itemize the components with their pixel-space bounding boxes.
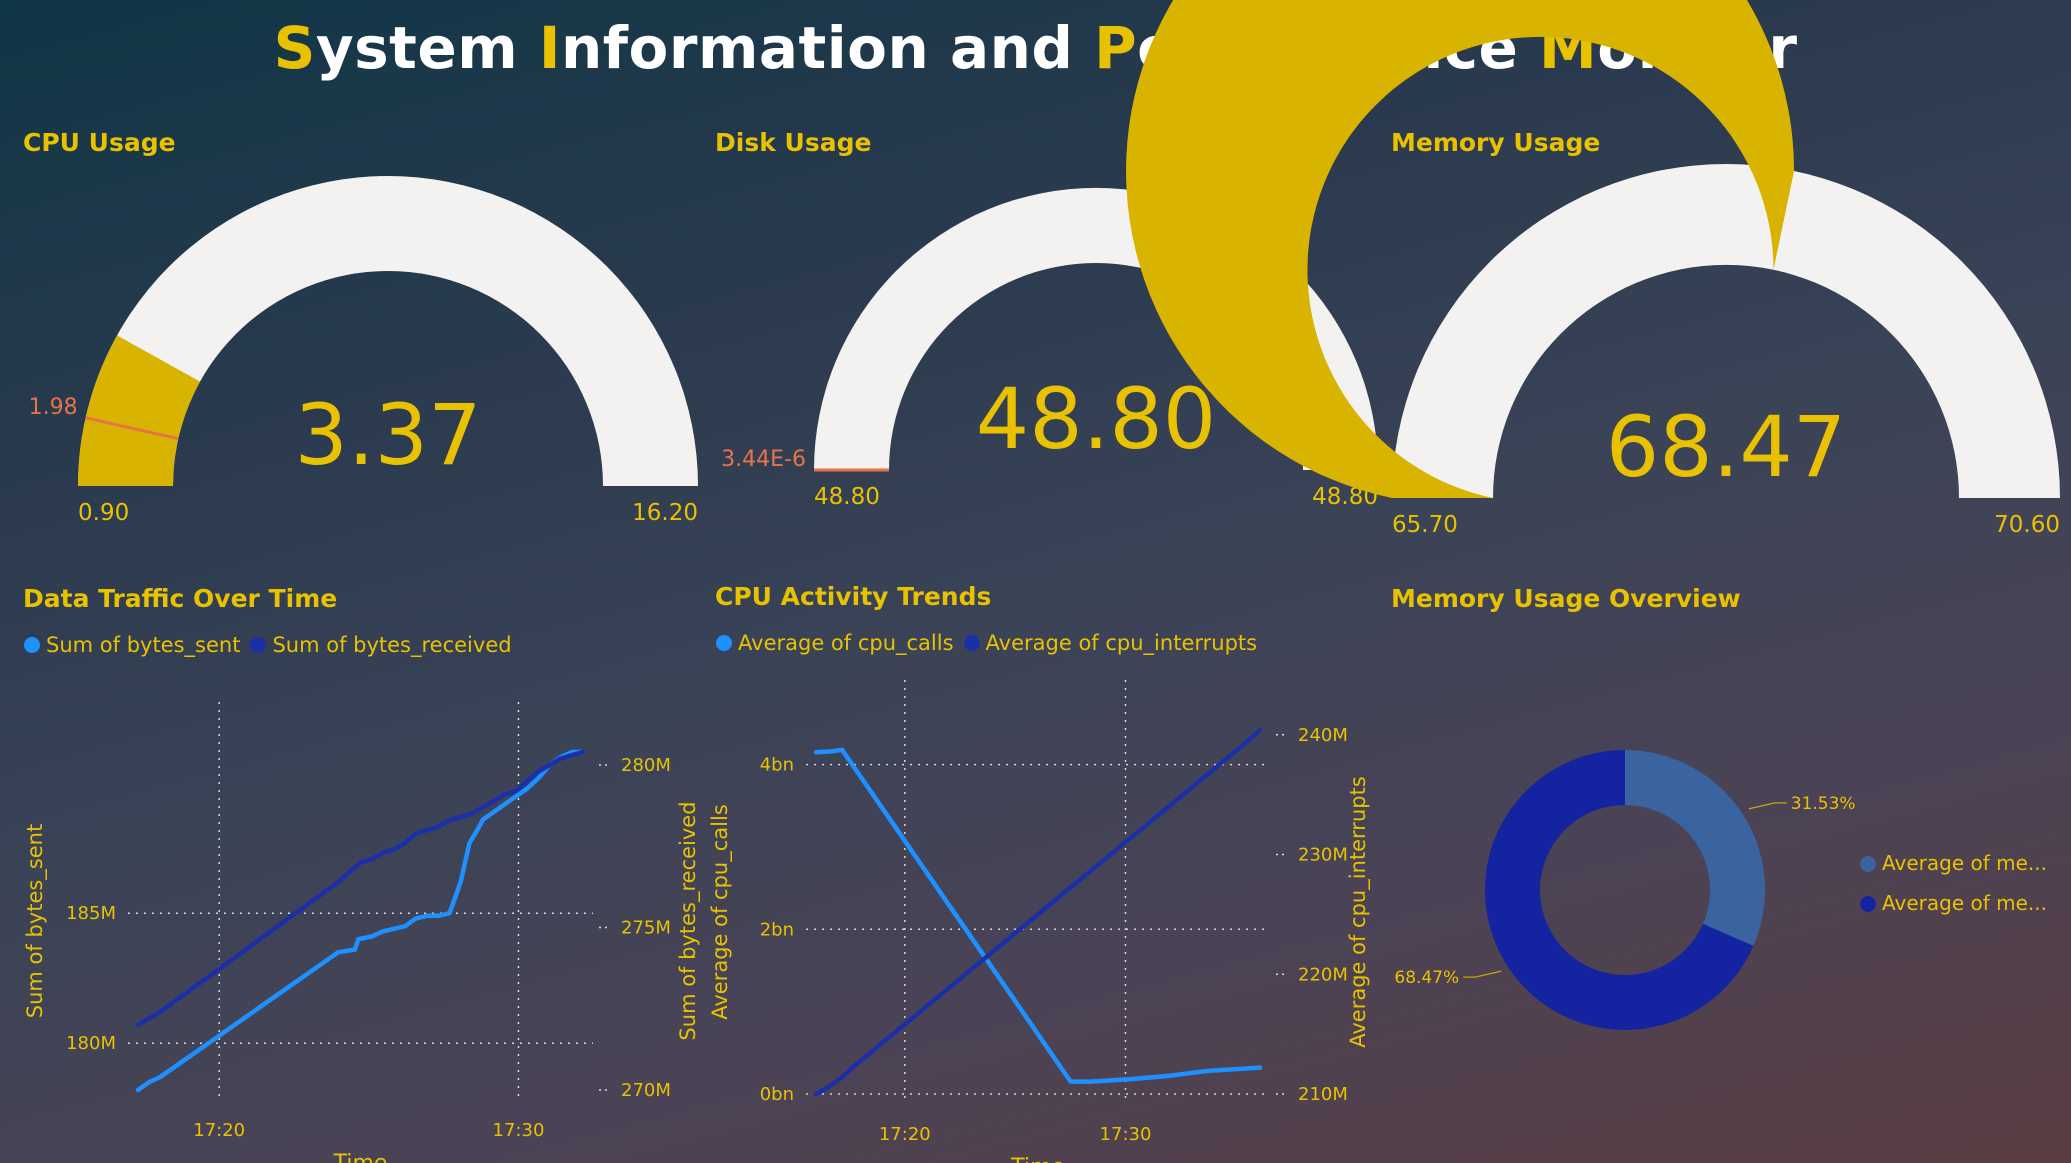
x-axis-title: Time — [1010, 1155, 1065, 1163]
y2-tick-label: 280M — [621, 755, 671, 776]
gauge-value: 48.80 — [976, 370, 1216, 468]
x-tick-label: 17:30 — [493, 1120, 545, 1141]
y-tick-label: 185M — [66, 903, 116, 924]
gauge-min-label: 0.90 — [78, 500, 129, 526]
memory-usage-title: Memory Usage — [1391, 128, 1601, 157]
x-tick-label: 17:20 — [879, 1124, 931, 1145]
gauge-min-label: 48.80 — [814, 484, 880, 510]
y2-tick-label: 210M — [1298, 1084, 1348, 1105]
title-part: nformation and — [560, 14, 1095, 82]
series-line-0 — [135, 749, 586, 1093]
gauge-max-label: 70.60 — [1994, 512, 2060, 538]
legend-label: Average of cpu_interrupts — [985, 631, 1258, 655]
legend-item-cpu-calls[interactable]: Average of cpu_calls — [716, 631, 954, 655]
legend-label: Average of cpu_calls — [738, 631, 954, 655]
series-line-0 — [813, 747, 1263, 1084]
series-line-1 — [813, 727, 1263, 1097]
title-part: ystem — [315, 14, 539, 82]
series-line-1 — [135, 749, 586, 1028]
donut-slice-1 — [1485, 750, 1754, 1030]
gauge-value: 3.37 — [294, 386, 481, 484]
legend-dot-icon — [250, 637, 267, 653]
donut-data-label: 68.47% — [1394, 968, 1459, 988]
legend-item-bytes-received[interactable]: Sum of bytes_received — [250, 633, 512, 657]
gauge-min-label: 65.70 — [1392, 512, 1458, 538]
data-traffic-chart: 17:20 17:30 180M 185M 270M 275M 280M Time Sum of… — [23, 702, 701, 1163]
y-axis-title: Sum of bytes_sent — [23, 824, 48, 1018]
title-part: I — [538, 14, 561, 82]
y2-axis-title: Sum of bytes_received — [676, 801, 701, 1040]
disk-usage-title: Disk Usage — [715, 128, 872, 157]
cpu-activity-title: CPU Activity Trends — [715, 582, 992, 611]
y-axis-title: Average of cpu_calls — [708, 804, 733, 1020]
y-tick-label: 4bn — [760, 755, 794, 776]
y2-tick-label: 220M — [1298, 964, 1348, 985]
donut-legend-label: Average of me... — [1882, 851, 2047, 875]
donut-data-label: 31.53% — [1791, 794, 1856, 814]
x-axis-title: Time — [333, 1151, 388, 1163]
legend-label: Sum of bytes_received — [272, 633, 512, 657]
gauge-fill — [1126, 0, 1795, 498]
cpu-activity-chart: 17:20 17:30 0bn 2bn 4bn 210M 220M 230M 240M Time A… — [708, 680, 1371, 1163]
memory-overview-title: Memory Usage Overview — [1391, 584, 1741, 613]
legend-dot-icon — [963, 635, 980, 651]
y2-tick-label: 240M — [1298, 725, 1348, 746]
gauge-track — [78, 176, 698, 486]
title-part: S — [273, 14, 316, 82]
y-tick-label: 2bn — [760, 919, 794, 940]
x-tick-label: 17:20 — [193, 1120, 245, 1141]
activity-legend: Average of cpu_calls Average of cpu_inte… — [716, 631, 1257, 655]
donut-leader-line — [1748, 802, 1787, 810]
donut-legend-label: Average of me... — [1882, 891, 2047, 915]
gauge-value: 68.47 — [1606, 398, 1846, 496]
traffic-legend: Sum of bytes_sent Sum of bytes_received — [24, 633, 512, 657]
y-tick-label: 180M — [66, 1033, 116, 1054]
x-tick-label: 17:30 — [1100, 1124, 1152, 1145]
cpu-usage-gauge: 3.37 0.90 16.20 1.98 — [29, 176, 698, 526]
legend-dot-icon — [24, 637, 40, 653]
gauge-target-label: 3.44E-6 — [721, 447, 806, 472]
legend-item-bytes-sent[interactable]: Sum of bytes_sent — [24, 633, 240, 657]
y-tick-label: 0bn — [760, 1084, 794, 1105]
legend-item-cpu-interrupts[interactable]: Average of cpu_interrupts — [963, 631, 1258, 655]
data-traffic-title: Data Traffic Over Time — [23, 584, 338, 613]
gauge-max-label: 16.20 — [632, 500, 698, 526]
cpu-usage-title: CPU Usage — [23, 128, 176, 157]
legend-dot-icon — [716, 635, 732, 651]
y2-tick-label: 230M — [1298, 845, 1348, 866]
memory-overview-donut: 31.53% 68.47% Average of me... Average of m… — [1394, 750, 2047, 1030]
donut-legend-dot-icon — [1860, 856, 1876, 872]
y2-axis-title: Average of cpu_interrupts — [1346, 776, 1371, 1048]
y2-tick-label: 270M — [621, 1080, 671, 1101]
title-part: P — [1094, 14, 1138, 82]
gauge-track — [1392, 164, 2060, 498]
memory-usage-gauge: 68.47 65.70 70.60 — [1126, 0, 2060, 538]
donut-leader-line — [1463, 970, 1502, 978]
gauge-fill — [78, 335, 201, 486]
gauge-target-label: 1.98 — [29, 395, 78, 420]
gauge-target-line — [85, 416, 179, 441]
y2-tick-label: 275M — [621, 918, 671, 939]
donut-legend-dot-icon — [1860, 896, 1876, 912]
legend-label: Sum of bytes_sent — [46, 633, 241, 657]
donut-slice-0 — [1625, 750, 1765, 946]
